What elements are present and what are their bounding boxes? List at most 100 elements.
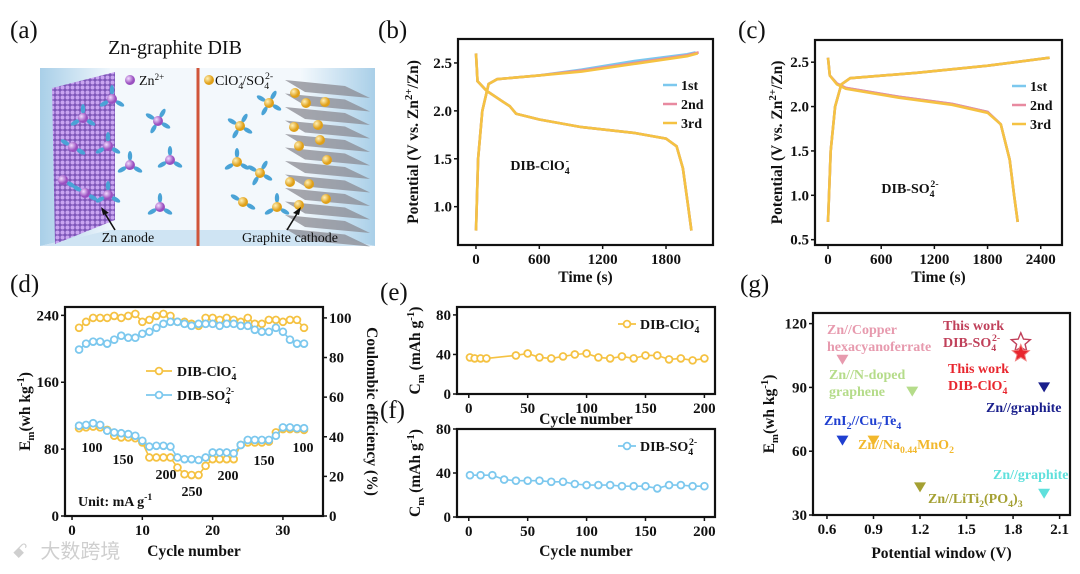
current-density-label: 100 [293,441,314,456]
capacity-point [511,351,521,360]
text-segment: DIB-SO [640,440,688,455]
legend-label: DIB-SO42- [640,437,697,458]
ce-point [88,337,98,346]
y-tick-label: 0 [52,509,60,525]
text-segment: DIB-ClO [510,159,565,174]
text-segment: /SO [242,74,264,89]
x-tick-label: 1200 [588,252,618,268]
triangle-marker [1038,488,1051,499]
text-segment: 2 [847,421,852,432]
y2-tick-label: 20 [329,469,344,485]
capacity-point [546,477,556,487]
y-tick-label: 80 [436,422,451,438]
text-segment: 4 [688,447,693,458]
capacity-point [523,476,532,486]
solvent-molecule [127,151,133,161]
y2-tick-label: 60 [329,390,344,406]
energy-point [243,435,253,445]
charge-curve-1st [826,56,1050,222]
panel-label: (b) [378,17,407,44]
point-label: Zn//Na0.44MnO2 [858,438,954,456]
anion [289,122,299,132]
text-segment: MnO [917,438,949,453]
solvent-molecule [161,122,171,129]
point-label: DIB-SO42- [943,333,1000,354]
capacity-point [511,476,521,486]
solvent-molecule [99,100,109,107]
solvent-molecule [117,166,127,173]
capacity-point [499,475,509,484]
y-axis-label: Cm (mAh g-1) [405,307,427,395]
anion [285,177,295,187]
plot-frame-c [813,38,1064,247]
ce-point [264,315,274,325]
solvent-molecule [86,119,96,126]
text-segment: 4 [930,189,935,200]
ce-point [138,317,147,327]
ce-point [138,329,147,339]
anion [264,98,274,108]
text-segment: This work [943,319,1004,334]
point-label: Zn//graphite [986,401,1061,416]
text-segment: (wh kg [17,386,34,431]
ce-point [285,315,295,325]
graphite-sheet [285,107,370,125]
text-segment: 2- [226,386,234,397]
point-label: Zn//N-doped [829,368,905,383]
text-segment: 4 [238,81,243,92]
y-tick-label: 240 [37,308,60,324]
solvent-molecule [105,132,111,142]
x-axis-label: Potential window (V) [871,545,1011,562]
ce-point [215,321,224,331]
zn-ion [125,160,135,170]
zn-ion [165,155,175,165]
solvent-molecule [157,161,167,168]
zn-ion [68,142,78,152]
y-axis-label: Potential (V vs. Zn2+/Zn) [403,60,422,224]
text-segment: 0.44 [900,445,917,456]
graphite-sheet [285,134,370,152]
capacity-point [488,470,497,480]
capacity-point [641,481,650,491]
text-segment: 2- [689,437,697,448]
x-tick-label: 0.9 [864,522,883,538]
text-segment: 4 [264,81,269,92]
capacity-point [465,470,475,480]
text-segment: Zn//graphite [993,468,1068,483]
energy-point [215,448,224,457]
point-label: This work [943,319,1004,334]
text-segment: -1 [759,380,771,389]
text-segment: Unit: mA g [78,495,144,510]
y-tick-label: 40 [436,466,451,482]
ce-point [123,311,133,321]
x-tick-label: 1.2 [911,522,930,538]
y-tick-label: 1.5 [790,144,809,160]
discharge-curve-3rd [826,57,1019,223]
current-density-label: 250 [182,485,203,500]
text-segment: Potential (V vs. Zn [769,100,786,224]
ce-point [257,327,267,337]
graphite-sheet [285,161,370,179]
energy-point [180,454,189,464]
solvent-molecule [167,146,173,156]
solvent-molecule [70,119,80,126]
legend-marker [154,390,164,400]
point-label: This work [948,362,1009,377]
x-tick-label: 1800 [651,252,681,268]
point-label: Zn//LiTi2(PO4)3 [928,492,1023,510]
energy-point [81,420,91,430]
anion [272,202,282,212]
text-segment: - [232,362,235,373]
triangle-marker [1038,382,1051,393]
text-segment: -1 [144,492,152,503]
energy-point [74,421,84,431]
capacity-point [676,480,686,490]
anion [320,97,330,107]
solvent-molecule [105,181,111,191]
ce-point [109,311,119,321]
solvent-molecule [246,203,256,210]
cathode-label: Graphite cathode [242,231,338,246]
charge-curve-3rd [474,52,699,231]
anion [235,121,245,131]
text-segment: ) [407,429,424,434]
